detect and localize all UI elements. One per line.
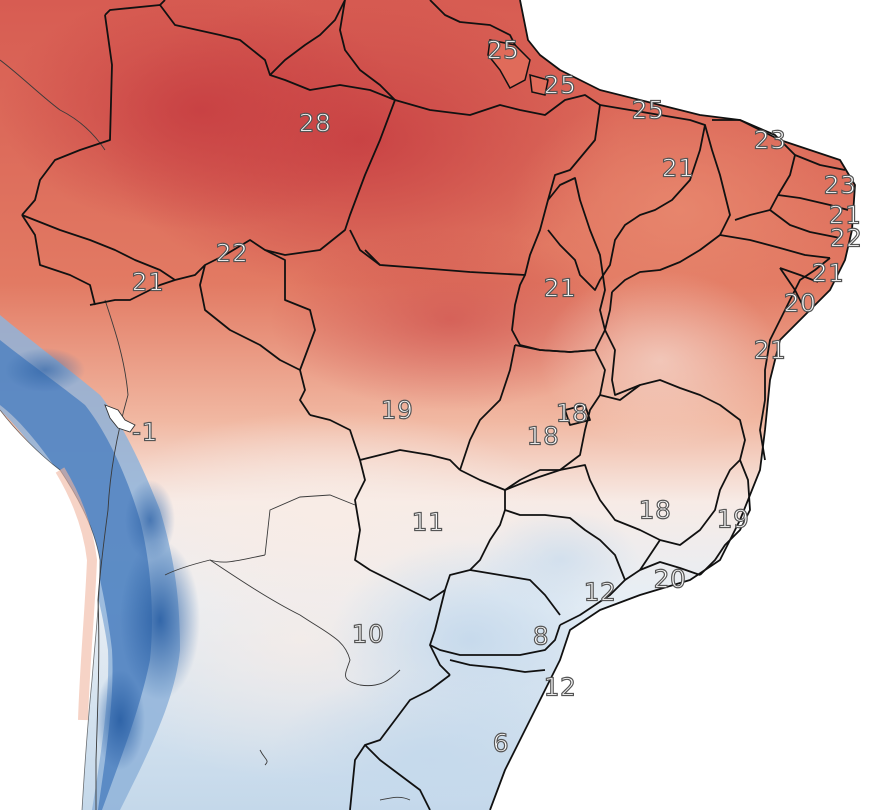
atlantic-ocean: [490, 0, 872, 810]
label-rio-grande-do-norte: 23: [823, 170, 857, 200]
label-piaui: 21: [661, 153, 695, 183]
label-mato-grosso: 19: [380, 395, 414, 425]
label-brasilia: 18: [555, 398, 589, 428]
pacific-ocean: [0, 409, 101, 810]
label-maranhao-coast: 25: [543, 70, 577, 100]
label-sergipe: 20: [783, 288, 817, 318]
label-espirito-santo: 19: [716, 504, 750, 534]
label-minas-gerais: 18: [638, 495, 672, 525]
label-amazonas: 28: [298, 108, 332, 138]
label-ceara: 23: [753, 125, 787, 155]
label-santa-catarina: 12: [543, 672, 577, 702]
label-acre: 21: [131, 267, 165, 297]
label-tocantins: 21: [543, 273, 577, 303]
state-borders: [21, 0, 856, 810]
label-sao-paulo: 12: [583, 577, 617, 607]
label-rio-de-janeiro: 20: [653, 564, 687, 594]
label-paraiba: 21: [828, 200, 862, 230]
label-bolivia-highlands: -1: [131, 417, 158, 447]
label-ceara-west: 25: [631, 95, 665, 125]
label-bahia-coast: 21: [753, 335, 787, 365]
label-rio-grande-do-sul: 6: [492, 728, 510, 758]
lake-titicaca: [104, 404, 136, 433]
label-parana: 8: [532, 621, 550, 651]
label-para-amapa-coast: 25: [486, 35, 520, 65]
label-rondonia: 22: [215, 238, 249, 268]
label-alagoas: 21: [811, 258, 845, 288]
amazon-delta: [487, 39, 549, 96]
label-pernambuco: 22: [829, 223, 863, 253]
label-paraguay: 10: [351, 619, 385, 649]
label-mato-grosso-do-sul: 11: [411, 507, 445, 537]
label-goias: 18: [526, 421, 560, 451]
